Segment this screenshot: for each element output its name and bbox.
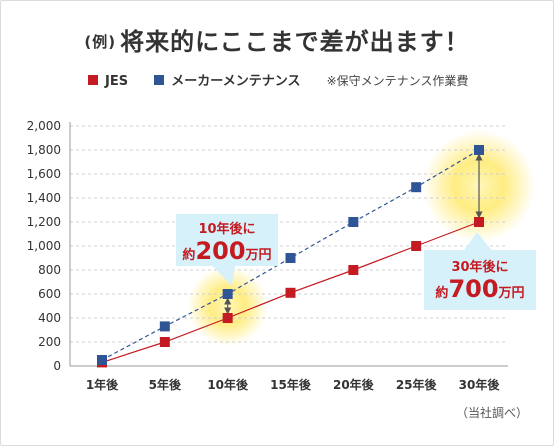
- y-tick-label: 2,000: [27, 119, 61, 133]
- x-tick-label: 30年後: [459, 377, 501, 392]
- y-tick-label: 600: [38, 287, 61, 301]
- legend-note: ※保守メンテナンス作業費: [326, 74, 469, 88]
- legend: JES メーカーメンテナンス ※保守メンテナンス作業費: [88, 70, 468, 89]
- x-tick-label: 5年後: [149, 377, 182, 392]
- legend-swatch-jes: [88, 75, 98, 85]
- x-tick-label: 1年後: [86, 377, 119, 392]
- callout-10-prefix: 約: [182, 248, 196, 263]
- x-tick-label: 25年後: [396, 377, 438, 392]
- y-tick-label: 400: [38, 311, 61, 325]
- data-point-maker: [285, 253, 296, 263]
- legend-label-jes: JES: [105, 74, 129, 89]
- x-tick-label: 10年後: [207, 377, 249, 392]
- x-tick-label: 15年後: [270, 377, 312, 392]
- chart-title: (例) 将来的にここまで差が出ます！: [0, 22, 554, 57]
- y-tick-label: 1,000: [27, 239, 61, 253]
- y-tick-label: 800: [38, 263, 61, 277]
- callout-10-line1: 10年後に: [198, 222, 256, 237]
- y-tick-label: 1,600: [27, 167, 61, 181]
- callout-30-box: [424, 250, 536, 310]
- data-point-maker: [474, 145, 484, 155]
- callout-10-years: 10年後に 約200万円: [176, 218, 278, 265]
- data-point-jes: [285, 287, 296, 298]
- callout-30-prefix: 約: [435, 286, 449, 301]
- callout-30-value: 700: [448, 275, 499, 303]
- legend-swatch-maker: [154, 75, 165, 85]
- y-tick-label: 1,200: [27, 215, 61, 229]
- title-prefix: (例): [84, 33, 117, 51]
- callout-30-unit: 万円: [498, 286, 525, 301]
- callout-10-unit: 万円: [245, 248, 272, 263]
- data-point-maker: [97, 355, 107, 365]
- callout-30-pointer: [464, 232, 492, 250]
- source-note: （当社調べ）: [455, 406, 528, 420]
- callout-10-value: 200: [195, 237, 246, 265]
- callout-10-box: [176, 214, 278, 266]
- legend-item-jes: JES: [88, 74, 128, 89]
- data-point-jes: [159, 337, 170, 347]
- legend-item-maker: メーカーメンテナンス: [154, 74, 300, 89]
- data-point-maker: [222, 289, 233, 299]
- y-tick-label: 1,400: [27, 191, 61, 205]
- data-point-jes: [474, 217, 484, 227]
- callout-10-pointer: [212, 266, 236, 286]
- title-main: 将来的にここまで差が出ます！: [120, 28, 470, 56]
- data-point-maker: [411, 182, 422, 193]
- data-point-maker: [348, 217, 359, 227]
- y-tick-label: 200: [38, 335, 61, 349]
- callout-30-years: 30年後に 約700万円: [424, 256, 536, 303]
- data-point-jes: [222, 313, 233, 323]
- y-tick-label: 1,800: [27, 143, 61, 157]
- y-tick-label: 0: [53, 359, 61, 373]
- callout-30-line1: 30年後に: [451, 260, 509, 275]
- x-tick-label: 20年後: [333, 377, 375, 392]
- data-point-jes: [411, 241, 422, 251]
- data-point-jes: [348, 265, 359, 275]
- legend-label-maker: メーカーメンテナンス: [171, 74, 301, 89]
- data-point-maker: [159, 321, 170, 332]
